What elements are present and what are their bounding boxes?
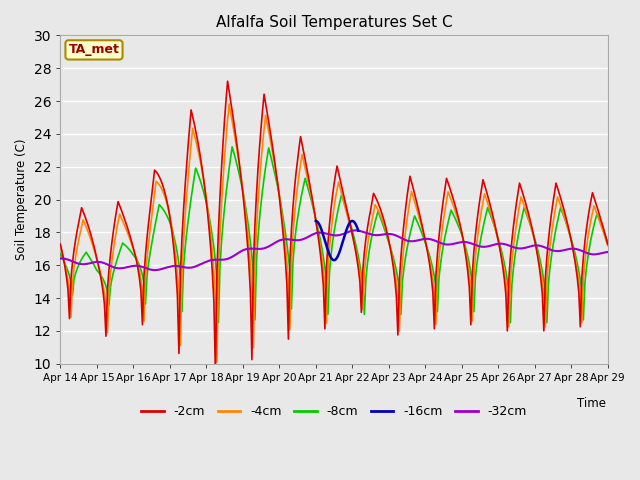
X-axis label: Time: Time xyxy=(577,396,606,409)
Legend: -2cm, -4cm, -8cm, -16cm, -32cm: -2cm, -4cm, -8cm, -16cm, -32cm xyxy=(136,400,532,423)
Text: TA_met: TA_met xyxy=(68,43,120,56)
Y-axis label: Soil Temperature (C): Soil Temperature (C) xyxy=(15,139,28,260)
Title: Alfalfa Soil Temperatures Set C: Alfalfa Soil Temperatures Set C xyxy=(216,15,452,30)
